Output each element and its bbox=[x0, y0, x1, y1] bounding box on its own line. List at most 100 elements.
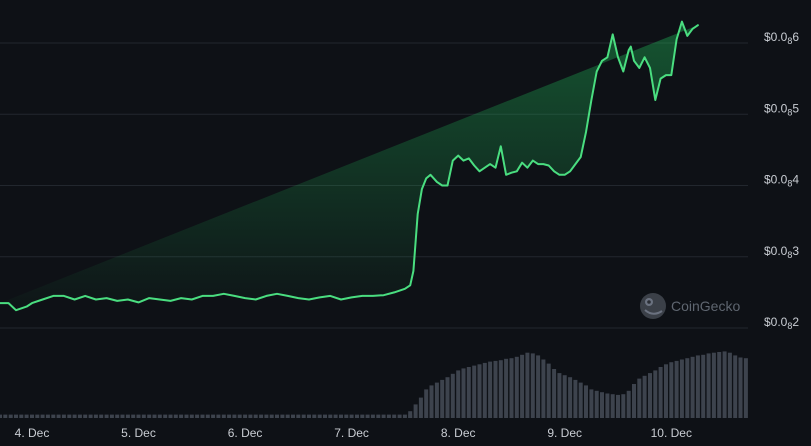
volume-bar bbox=[658, 367, 663, 418]
volume-bar bbox=[488, 361, 493, 418]
volume-bar bbox=[562, 375, 567, 418]
watermark-text: CoinGecko bbox=[671, 298, 740, 314]
volume-bar bbox=[418, 397, 423, 418]
x-tick-label: 6. Dec bbox=[228, 426, 263, 440]
volume-bar bbox=[157, 414, 162, 418]
volume-bars bbox=[0, 351, 748, 418]
volume-bar bbox=[711, 352, 716, 418]
volume-bar bbox=[648, 373, 652, 418]
x-tick-label: 4. Dec bbox=[15, 426, 50, 440]
volume-bar bbox=[541, 359, 546, 418]
volume-bar bbox=[536, 355, 541, 418]
volume-bar bbox=[83, 414, 88, 418]
volume-bar bbox=[360, 414, 365, 418]
volume-bar bbox=[653, 370, 658, 418]
volume-bar bbox=[45, 414, 50, 418]
volume-bar bbox=[600, 392, 604, 418]
volume-bar bbox=[642, 375, 647, 418]
volume-bar bbox=[445, 377, 450, 418]
volume-bar bbox=[131, 414, 136, 418]
volume-bar bbox=[216, 414, 221, 418]
volume-bar bbox=[440, 379, 445, 418]
volume-bar bbox=[637, 378, 642, 418]
volume-bar bbox=[616, 394, 620, 418]
volume-bar bbox=[120, 414, 125, 418]
watermark: CoinGecko bbox=[640, 293, 740, 319]
volume-bar bbox=[610, 394, 615, 418]
volume-bar bbox=[594, 390, 599, 418]
volume-bar bbox=[450, 373, 455, 418]
volume-bar bbox=[578, 382, 583, 418]
volume-bar bbox=[727, 352, 732, 418]
volume-bar bbox=[392, 414, 397, 418]
volume-bar bbox=[168, 414, 173, 418]
volume-bar bbox=[232, 414, 237, 418]
volume-bar bbox=[323, 414, 327, 418]
volume-bar bbox=[456, 370, 461, 418]
volume-bar bbox=[312, 414, 317, 418]
volume-bar bbox=[376, 414, 381, 418]
volume-bar bbox=[429, 385, 434, 418]
price-area bbox=[0, 21, 698, 311]
gecko-logo-icon bbox=[640, 293, 666, 319]
volume-bar bbox=[67, 414, 72, 418]
volume-bar bbox=[386, 414, 391, 418]
volume-bar bbox=[40, 414, 45, 418]
volume-bar bbox=[211, 414, 216, 418]
volume-bar bbox=[301, 414, 306, 418]
volume-bar bbox=[349, 414, 354, 418]
volume-bar bbox=[690, 356, 695, 418]
volume-bar bbox=[14, 414, 18, 418]
volume-bar bbox=[61, 414, 66, 418]
volume-bar bbox=[520, 354, 525, 418]
volume-bar bbox=[344, 414, 349, 418]
volume-bar bbox=[477, 364, 482, 418]
volume-bar bbox=[51, 414, 56, 418]
volume-bar bbox=[621, 394, 626, 418]
x-tick-label: 5. Dec bbox=[121, 426, 156, 440]
volume-bar bbox=[733, 355, 738, 418]
volume-bar bbox=[147, 414, 152, 418]
x-tick-label: 10. Dec bbox=[651, 426, 692, 440]
volume-bar bbox=[568, 377, 573, 418]
volume-bar bbox=[189, 414, 194, 418]
volume-bar bbox=[104, 414, 109, 418]
volume-bar bbox=[679, 359, 684, 418]
volume-bar bbox=[184, 414, 189, 418]
volume-bar bbox=[24, 414, 29, 418]
volume-bar bbox=[328, 414, 333, 418]
volume-bar bbox=[179, 414, 184, 418]
volume-bar bbox=[163, 414, 168, 418]
volume-bar bbox=[674, 360, 679, 418]
volume-bar bbox=[509, 358, 514, 418]
volume-bar bbox=[743, 358, 748, 418]
volume-bar bbox=[280, 414, 285, 418]
volume-bar bbox=[291, 414, 295, 418]
volume-bar bbox=[493, 360, 498, 418]
volume-bar bbox=[136, 414, 141, 418]
price-line-layer bbox=[0, 20, 699, 312]
volume-bar bbox=[248, 414, 253, 418]
volume-bar bbox=[685, 358, 690, 418]
volume-bar bbox=[365, 414, 370, 418]
volume-bar bbox=[626, 390, 631, 418]
volume-bar bbox=[93, 414, 98, 418]
volume-bar bbox=[285, 414, 290, 418]
volume-bar bbox=[243, 414, 248, 418]
y-tick-label: $0.083 bbox=[764, 244, 799, 260]
volume-bar bbox=[514, 356, 519, 418]
volume-bar bbox=[259, 414, 264, 418]
volume-bar bbox=[461, 368, 466, 418]
volume-bar bbox=[275, 414, 279, 418]
x-tick-label: 7. Dec bbox=[334, 426, 369, 440]
volume-bar bbox=[152, 414, 157, 418]
volume-bar bbox=[605, 393, 610, 418]
volume-bar bbox=[397, 414, 402, 418]
volume-bar bbox=[8, 414, 13, 418]
volume-bar bbox=[19, 414, 24, 418]
price-area-fill bbox=[0, 21, 698, 311]
volume-bar bbox=[253, 414, 258, 418]
volume-bar bbox=[722, 351, 727, 418]
volume-bar bbox=[482, 362, 487, 418]
